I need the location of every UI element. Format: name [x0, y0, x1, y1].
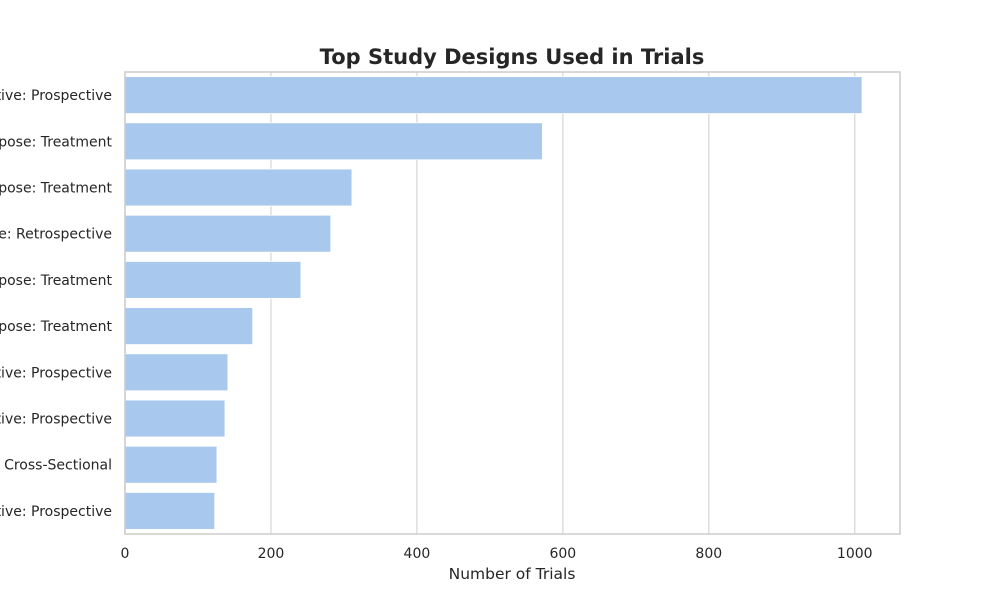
category-label: tive: Prospective [0, 88, 112, 104]
category-label: Cross-Sectional [4, 458, 112, 474]
bars [124, 76, 863, 530]
bar [124, 168, 353, 207]
bar [124, 399, 226, 438]
bar [124, 261, 302, 299]
bar [124, 307, 254, 345]
x-axis-label: Number of Trials [449, 565, 576, 583]
category-label: rpose: Treatment [0, 181, 112, 197]
x-tick-label: 1000 [837, 546, 873, 562]
x-tick-labels: 0 200 400 600 800 1000 [121, 546, 873, 562]
x-tick-label: 200 [258, 546, 285, 562]
category-labels: tive: Prospective rpose: Treatment rpose: … [0, 88, 112, 520]
bar [124, 76, 863, 114]
x-tick-label: 800 [695, 546, 722, 562]
chart-title: Top Study Designs Used in Trials [320, 45, 705, 69]
category-label: tive: Prospective [0, 412, 112, 428]
category-label: rpose: Treatment [0, 273, 112, 289]
category-label: rpose: Treatment [0, 319, 112, 335]
category-label: tive: Prospective [0, 365, 112, 381]
category-label: tive: Prospective [0, 504, 112, 520]
bar [124, 445, 218, 484]
category-label: e: Retrospective [0, 227, 112, 243]
plot-frame [124, 71, 901, 535]
bar [124, 214, 332, 253]
bar [124, 122, 543, 161]
x-tick-label: 0 [121, 546, 130, 562]
category-label: rpose: Treatment [0, 134, 112, 150]
bar [124, 353, 229, 392]
bar [124, 492, 216, 530]
x-tick-label: 600 [549, 546, 576, 562]
x-tick-label: 400 [404, 546, 431, 562]
